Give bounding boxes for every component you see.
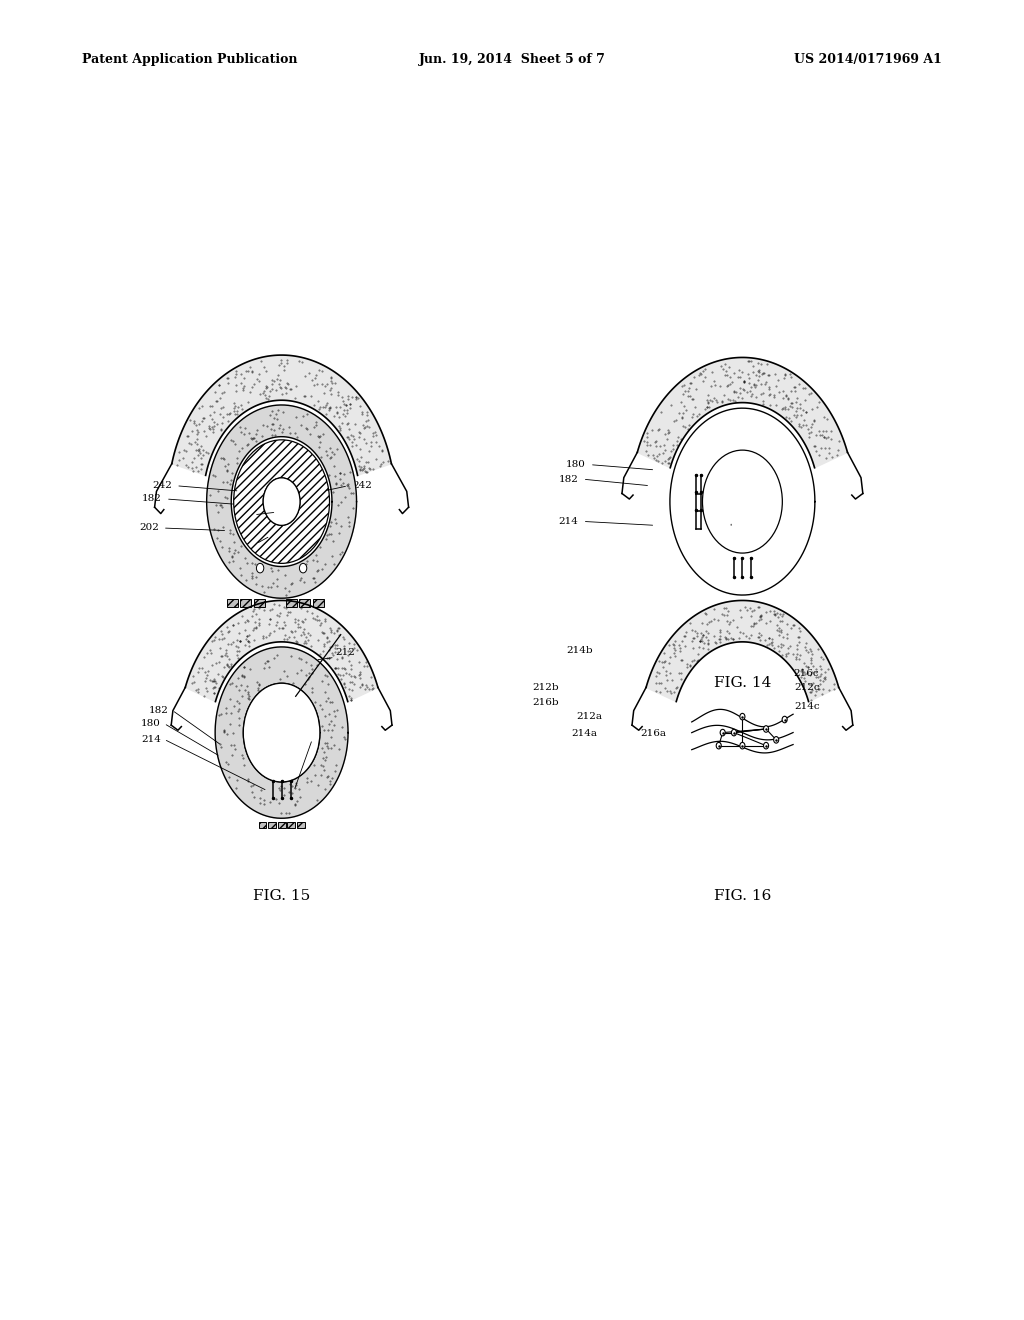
Bar	[254, 599, 265, 607]
Text: 212a: 212a	[577, 713, 602, 721]
Circle shape	[263, 478, 300, 525]
Bar	[241, 599, 252, 607]
Circle shape	[774, 737, 778, 743]
Circle shape	[716, 742, 721, 748]
Bar	[287, 822, 295, 828]
Text: 216b: 216b	[532, 698, 559, 706]
Text: 204: 204	[256, 540, 275, 548]
Bar	[297, 822, 305, 828]
Text: FIG. 13: FIG. 13	[253, 676, 310, 690]
Text: Patent Application Publication: Patent Application Publication	[82, 53, 297, 66]
Text: FIG. 15: FIG. 15	[253, 888, 310, 903]
Circle shape	[731, 730, 736, 735]
Circle shape	[764, 742, 769, 748]
Text: 202: 202	[139, 524, 159, 532]
Text: Jun. 19, 2014  Sheet 5 of 7: Jun. 19, 2014 Sheet 5 of 7	[419, 53, 605, 66]
Text: US 2014/0171969 A1: US 2014/0171969 A1	[795, 53, 942, 66]
Text: 216: 216	[735, 517, 755, 525]
Bar	[227, 599, 238, 607]
Polygon shape	[637, 358, 848, 467]
Bar	[268, 822, 275, 828]
Text: 182: 182	[142, 495, 162, 503]
Circle shape	[740, 742, 744, 748]
Text: 182: 182	[150, 706, 169, 714]
Polygon shape	[646, 601, 839, 701]
Bar	[258, 822, 266, 828]
Polygon shape	[215, 647, 348, 818]
Text: FIG. 16: FIG. 16	[714, 888, 771, 903]
Text: 214: 214	[559, 517, 579, 525]
Polygon shape	[670, 408, 815, 595]
Text: 214c: 214c	[795, 702, 820, 710]
Text: 216: 216	[315, 735, 335, 743]
Text: 180: 180	[141, 719, 161, 727]
Bar	[286, 599, 297, 607]
Text: 212b: 212b	[532, 684, 559, 692]
Circle shape	[702, 450, 782, 553]
Circle shape	[244, 684, 319, 781]
Polygon shape	[172, 355, 391, 475]
Text: 216c: 216c	[794, 669, 819, 677]
Text: 214: 214	[141, 735, 161, 743]
Text: 214b: 214b	[566, 647, 593, 655]
Text: 180: 180	[254, 511, 273, 519]
Text: 242: 242	[153, 482, 172, 490]
Circle shape	[782, 717, 787, 723]
Text: 212: 212	[335, 648, 354, 656]
Text: 242: 242	[352, 482, 372, 490]
Polygon shape	[207, 405, 356, 598]
Circle shape	[720, 730, 725, 735]
Text: 212c: 212c	[795, 684, 820, 692]
Wedge shape	[233, 440, 330, 564]
Text: 214a: 214a	[571, 730, 597, 738]
Text: 182: 182	[559, 475, 579, 483]
Circle shape	[764, 726, 769, 733]
Text: 216a: 216a	[640, 730, 666, 738]
Bar	[278, 822, 286, 828]
Bar	[299, 599, 310, 607]
Circle shape	[740, 713, 744, 719]
Text: 180: 180	[566, 461, 586, 469]
Text: FIG. 14: FIG. 14	[714, 676, 771, 690]
Circle shape	[256, 564, 264, 573]
Polygon shape	[185, 601, 378, 701]
Circle shape	[299, 564, 307, 573]
Bar	[313, 599, 324, 607]
